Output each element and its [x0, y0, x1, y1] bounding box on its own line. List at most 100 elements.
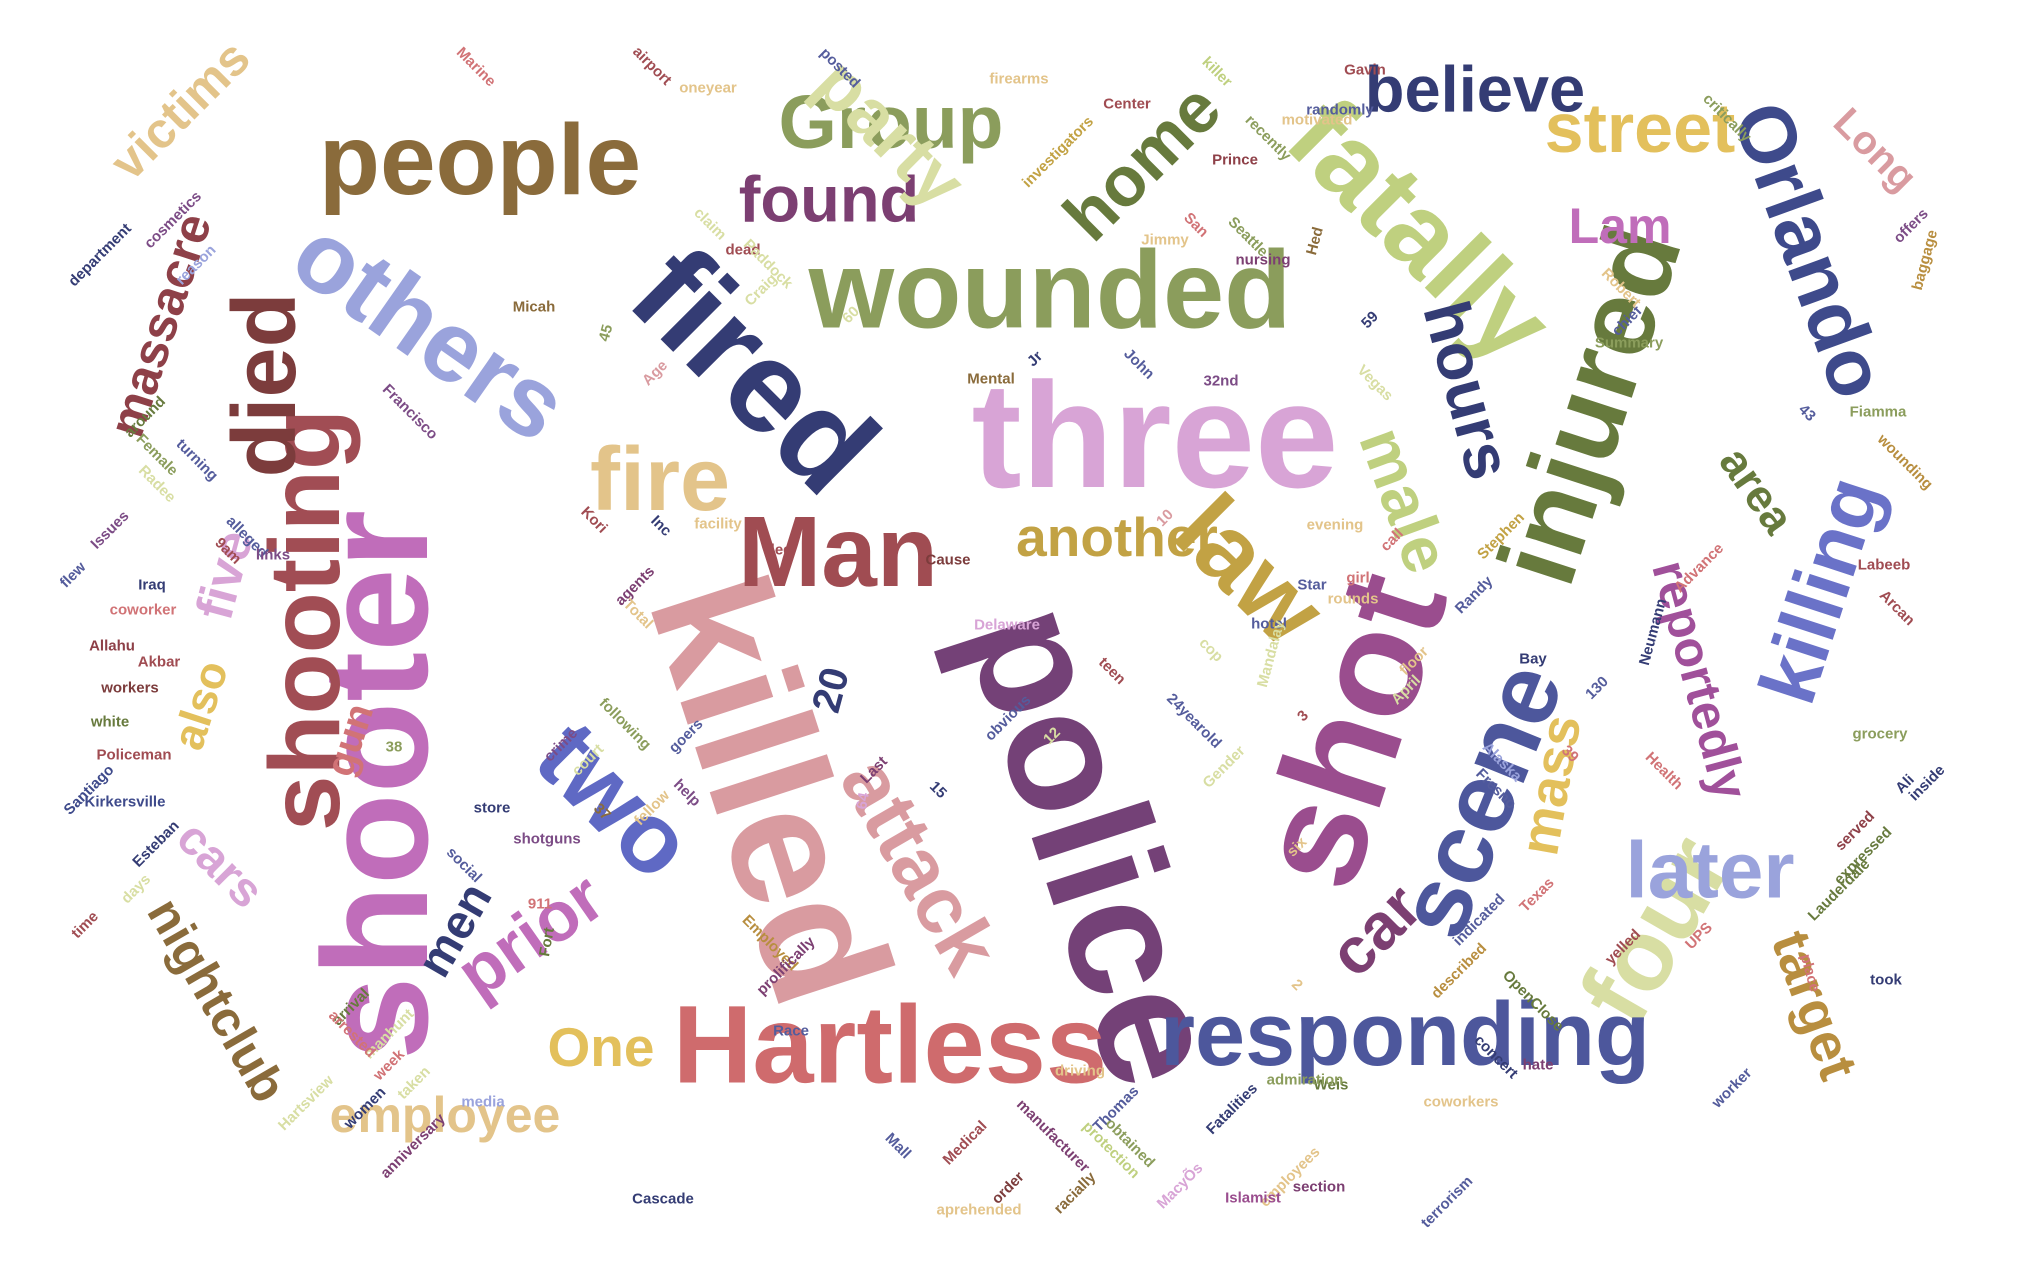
word-responding: responding: [1160, 985, 1650, 1085]
word-marine: Marine: [453, 44, 499, 90]
word-center: Center: [1103, 96, 1151, 113]
word-medical: Medical: [940, 1118, 991, 1169]
word-white: white: [90, 714, 129, 731]
word-labeeb: Labeeb: [1858, 557, 1911, 574]
word-store: store: [474, 800, 511, 817]
word-fled: fled: [766, 542, 793, 559]
word-shotguns: shotguns: [513, 831, 581, 848]
word-64: 64: [853, 791, 873, 811]
word-fort: Fort: [536, 926, 558, 958]
word-workers: workers: [100, 680, 159, 697]
word-nightclub: nightclub: [137, 889, 298, 1112]
word-star: Star: [1297, 577, 1326, 594]
word-killer: killer: [1199, 54, 1236, 91]
word-days: days: [118, 871, 154, 907]
word-24yearold: 24yearold: [1163, 690, 1225, 752]
word-bay: Bay: [1519, 651, 1547, 668]
word-cop: cop: [1196, 635, 1227, 666]
word-issues: Issues: [87, 507, 132, 552]
word-islamist: Islamist: [1225, 1190, 1281, 1207]
word-time: time: [68, 908, 102, 942]
word-fire: fire: [590, 430, 730, 530]
word-worker: worker: [1708, 1064, 1756, 1112]
word-vegas: Vegas: [1354, 362, 1397, 405]
word-admiration: admiration: [1267, 1072, 1344, 1089]
word-arcan: Arcan: [1876, 587, 1918, 629]
word-micah: Micah: [513, 299, 556, 316]
word-section: section: [1293, 1179, 1346, 1196]
word-hotel: hotel: [1251, 616, 1287, 633]
word-dead: dead: [725, 242, 760, 259]
word-38: 38: [386, 739, 403, 756]
word-hed: Hed: [1303, 225, 1327, 257]
word-nursing: nursing: [1236, 252, 1291, 269]
word-group: Group: [779, 80, 1004, 164]
word-shooter: shooter: [291, 510, 459, 1060]
word-gender: Gender: [1199, 742, 1248, 791]
word-employee: employee: [330, 1087, 561, 1143]
word-cascade: Cascade: [632, 1191, 694, 1208]
word-turning: turning: [173, 436, 222, 485]
word-kirkersville: Kirkersville: [85, 794, 166, 811]
word-aprehended: aprehended: [936, 1202, 1021, 1219]
word-iraq: Iraq: [138, 577, 166, 594]
word-target: target: [1760, 923, 1871, 1088]
word-randomly: randomly: [1306, 102, 1374, 119]
word-baggage: baggage: [1909, 228, 1941, 292]
word-street: street: [1545, 89, 1736, 167]
word-oneyear: oneyear: [679, 80, 737, 97]
word-wounded: wounded: [808, 229, 1292, 352]
word-another: another: [1016, 506, 1218, 568]
word-delaware: Delaware: [974, 617, 1040, 634]
word-race: Race: [773, 1023, 809, 1040]
word-weis: Weis: [1314, 1077, 1349, 1094]
word-died: died: [215, 292, 315, 477]
word-prince: Prince: [1212, 152, 1258, 169]
word-airport: airport: [629, 43, 675, 89]
word-hartless: Hartless: [673, 984, 1107, 1107]
word-girl: girl: [1346, 570, 1369, 587]
word-cause: Cause: [925, 552, 970, 569]
word-people: people: [319, 104, 641, 216]
word-flew: flew: [57, 558, 90, 591]
word-rounds: rounds: [1328, 591, 1379, 608]
word-wounding: wounding: [1873, 430, 1936, 493]
word-lam: Lam: [1569, 198, 1672, 254]
word-911: 911: [528, 896, 552, 913]
word-long: Long: [1825, 100, 1925, 200]
word-evening: evening: [1307, 517, 1364, 534]
word-gavin: Gavin: [1344, 62, 1386, 79]
word-facility: facility: [694, 516, 742, 533]
word-fiamma: Fiamma: [1850, 404, 1907, 421]
word-driving: driving: [1055, 1063, 1105, 1080]
word-manufacturer: manufacturer: [1013, 1096, 1093, 1176]
word-links: links: [256, 547, 290, 564]
word-akbar: Akbar: [138, 654, 181, 671]
word-one: One: [548, 1016, 655, 1078]
word-man: Man: [738, 496, 938, 608]
word-three: three: [972, 351, 1339, 519]
word-found: found: [739, 163, 919, 236]
word-believe: believe: [1365, 53, 1585, 126]
word-coworkers: coworkers: [1423, 1094, 1498, 1111]
word-media: media: [461, 1094, 505, 1111]
word-45: 45: [596, 323, 617, 344]
word-shooting: shooting: [249, 409, 361, 831]
word-130: 130: [1582, 673, 1612, 703]
word-hate: hate: [1523, 1057, 1554, 1074]
word-victims: victims: [99, 29, 260, 190]
word-summary: Summary: [1595, 335, 1664, 352]
word-lauderdale: Lauderdale: [1805, 856, 1874, 925]
word-policeman: Policeman: [96, 747, 171, 764]
word-texas: Texas: [1516, 874, 1557, 915]
word-59: 59: [1358, 308, 1382, 332]
word-racially: racially: [1051, 1168, 1100, 1217]
word-allahu: Allahu: [89, 638, 135, 655]
word-firearms: firearms: [989, 71, 1048, 88]
word-health: Health: [1642, 749, 1686, 793]
word-department: department: [65, 220, 135, 290]
word-took: took: [1870, 972, 1902, 989]
word-motivated: motivated: [1282, 112, 1353, 129]
word-32nd: 32nd: [1203, 373, 1238, 390]
